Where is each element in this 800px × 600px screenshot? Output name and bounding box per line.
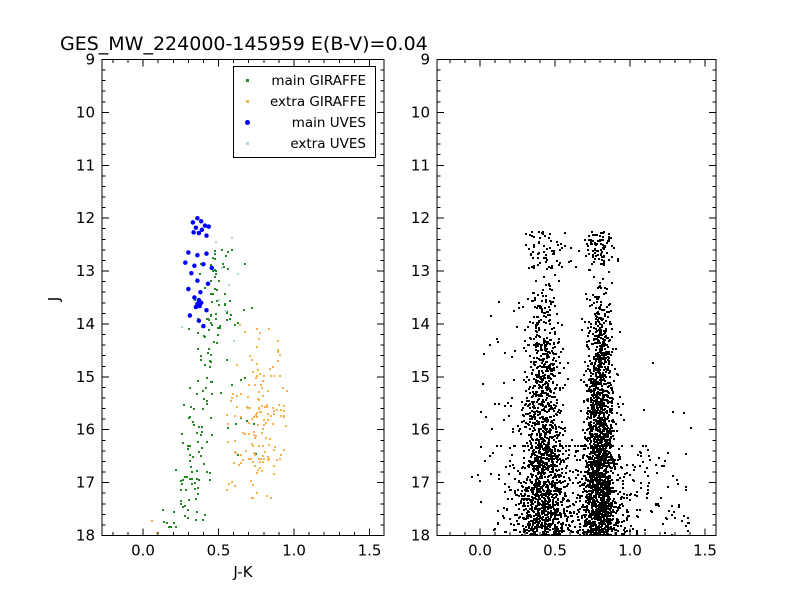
x-tick-label: 0.5: [207, 542, 231, 560]
y-tick-label: 15: [76, 368, 95, 386]
x-tick-label: 1.5: [358, 542, 382, 560]
legend-marker-main-giraffe-icon: [245, 79, 249, 82]
legend-label-main-giraffe: main GIRAFFE: [271, 72, 366, 89]
x-tick-label: 0.0: [131, 542, 155, 560]
y-tick-label: 17: [411, 474, 430, 492]
y-tick-label: 18: [76, 527, 95, 545]
right-panel: 0.0 0.5 1.0 1.5 9 10 11 12 13 14 15 16 17 18: [411, 51, 717, 560]
x-tick-label: 0.5: [543, 542, 567, 560]
y-tick-label: 12: [411, 209, 430, 227]
legend-entry-main-uves: main UVES: [234, 112, 375, 133]
legend-entry-main-giraffe: main GIRAFFE: [234, 70, 375, 91]
legend-label-extra-uves: extra UVES: [290, 135, 366, 152]
right-panel-tick-labels: 0.0 0.5 1.0 1.5 9 10 11 12 13 14 15 16 17 18: [411, 51, 717, 560]
series-extra-uves: [181, 237, 239, 342]
left-panel-points: [151, 215, 288, 534]
legend: main GIRAFFE extra GIRAFFE main UVES extra …: [233, 66, 376, 158]
series-main-giraffe: [162, 249, 257, 528]
y-tick-label: 13: [411, 262, 430, 280]
x-tick-label: 1.5: [693, 542, 717, 560]
figure-title: GES_MW_224000-145959 E(B-V)=0.04: [60, 33, 428, 55]
y-tick-label: 9: [420, 51, 430, 69]
y-tick-label: 10: [411, 103, 430, 121]
y-tick-label: 13: [76, 262, 95, 280]
left-panel-frame: [101, 59, 385, 536]
legend-entry-extra-uves: extra UVES: [234, 133, 375, 154]
legend-label-main-uves: main UVES: [291, 114, 366, 131]
y-tick-label: 16: [411, 421, 430, 439]
y-tick-label: 9: [85, 51, 95, 69]
y-tick-label: 16: [76, 421, 95, 439]
legend-marker-extra-giraffe-icon: [245, 100, 249, 103]
x-tick-label: 1.0: [282, 542, 306, 560]
series-main-uves: [183, 215, 215, 329]
y-tick-label: 11: [411, 156, 430, 174]
legend-entry-extra-giraffe: extra GIRAFFE: [234, 91, 375, 112]
series-extra-giraffe: [151, 324, 288, 534]
legend-marker-extra-uves-icon: [245, 142, 249, 145]
right-panel-frame: [436, 59, 717, 536]
legend-marker-main-uves-icon: [244, 120, 250, 125]
y-tick-label: 14: [76, 315, 95, 333]
x-tick-label: 0.0: [468, 542, 492, 560]
right-panel-points: [471, 231, 692, 536]
y-tick-label: 10: [76, 103, 95, 121]
y-tick-label: 11: [76, 156, 95, 174]
y-axis-label: J: [45, 296, 64, 302]
x-axis-label: J-K: [233, 563, 253, 581]
left-panel-tick-labels: 0.0 0.5 1.0 1.5 9 10 11 12 13 14 15 16 17 18: [76, 51, 382, 560]
series-all-photometry: [471, 231, 692, 536]
y-tick-label: 17: [76, 474, 95, 492]
right-panel-ticks: [437, 59, 716, 536]
left-panel: 0.0 0.5 1.0 1.5 9 10 11 12 13 14 15 16 17 18: [76, 51, 385, 560]
y-tick-label: 12: [76, 209, 95, 227]
x-tick-label: 1.0: [618, 542, 642, 560]
left-panel-ticks: [102, 59, 384, 536]
y-tick-label: 18: [411, 527, 430, 545]
y-tick-label: 15: [411, 368, 430, 386]
y-tick-label: 14: [411, 315, 430, 333]
legend-label-extra-giraffe: extra GIRAFFE: [269, 93, 366, 110]
